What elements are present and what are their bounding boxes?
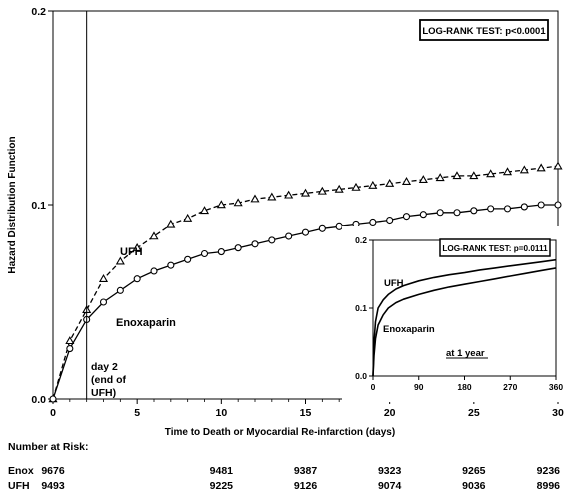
enoxaparin-point — [453, 209, 461, 217]
inset-x-tick-label: 90 — [414, 382, 424, 392]
ufh-point — [418, 175, 428, 184]
inset-x-tick-label: 0 — [371, 382, 376, 392]
y-tick-label: 0.2 — [31, 6, 46, 18]
enoxaparin-point — [167, 261, 175, 269]
inset-series-line-enoxaparin — [372, 267, 557, 377]
enoxaparin-point — [520, 203, 528, 211]
series-label-enoxaparin: Enoxaparin — [116, 317, 176, 329]
enoxaparin-point — [99, 298, 108, 306]
enoxaparin-point — [301, 228, 310, 236]
x-tick-label: 0 — [50, 407, 56, 419]
enoxaparin-point — [150, 267, 158, 275]
ufh-point — [183, 213, 193, 222]
ufh-point — [115, 256, 125, 265]
enoxaparin-point — [419, 211, 427, 219]
ufh-point — [267, 192, 277, 201]
enoxaparin-point — [335, 222, 343, 230]
inset-label-ufh: UFH — [384, 278, 404, 289]
enoxaparin-point — [386, 216, 394, 225]
inset-series — [372, 258, 557, 377]
inset-label-enoxaparin: Enoxaparin — [383, 324, 435, 335]
enoxaparin-point — [487, 205, 495, 213]
ufh-point — [452, 171, 462, 180]
inset-logrank-text: LOG-RANK TEST: p=0.0111 — [442, 244, 548, 253]
ufh-point — [553, 161, 563, 170]
x-axis-label: Time to Death or Myocardial Re-infarctio… — [165, 427, 395, 438]
inset-y-tick-label: 0.0 — [355, 371, 367, 381]
annotation-ufh: UFH) — [91, 387, 116, 399]
ufh-point — [317, 186, 327, 195]
ufh-point — [469, 171, 479, 180]
inset-y-tick-label: 0.1 — [355, 303, 367, 313]
y-tick-label: 0.0 — [31, 394, 46, 406]
ufh-point — [300, 188, 311, 197]
inset-chart: 0 90 180 270 360 0.0 0.1 0.2 LOG-RANK TEST: p=0… — [342, 226, 566, 402]
enoxaparin-point — [133, 275, 141, 283]
enoxaparin-point — [66, 345, 74, 353]
x-tick-label: 10 — [215, 407, 227, 419]
inset-caption: at 1 year — [446, 348, 485, 359]
day2-annotation: day 2 (end of UFH) — [91, 361, 126, 399]
enoxaparin-point — [402, 213, 411, 221]
ufh-point — [435, 173, 445, 182]
enoxaparin-point — [116, 286, 124, 294]
logrank-text: LOG-RANK TEST: p<0.0001 — [422, 26, 546, 37]
ufh-point — [284, 190, 294, 199]
inset-x-tick-label: 270 — [503, 382, 517, 392]
annotation-day2: day 2 — [91, 361, 118, 373]
x-tick-label: 25 — [468, 407, 480, 419]
enoxaparin-point — [200, 249, 209, 258]
inset-ticks: 0 90 180 270 360 0.0 0.1 0.2 — [355, 235, 563, 392]
x-tick-label: 5 — [134, 407, 140, 419]
enoxaparin-point — [268, 236, 276, 244]
ufh-point — [401, 177, 412, 185]
ufh-point — [65, 336, 75, 345]
inset-logrank-box: LOG-RANK TEST: p=0.0111 — [439, 238, 551, 257]
ufh-point — [486, 169, 496, 178]
enoxaparin-point — [470, 207, 478, 215]
annotation-end-of: (end of — [91, 374, 126, 386]
ufh-point — [368, 180, 378, 189]
enoxaparin-point — [537, 201, 545, 209]
inset-x-tick-label: 180 — [457, 382, 471, 392]
ufh-point — [149, 231, 159, 240]
main-series — [48, 161, 563, 403]
x-tick-label: 30 — [552, 407, 564, 419]
enoxaparin-point — [554, 201, 562, 209]
ufh-point — [166, 219, 176, 228]
enoxaparin-point — [184, 255, 192, 263]
ufh-point — [233, 198, 243, 207]
inset-series-line-ufh — [372, 258, 557, 377]
ufh-point — [502, 167, 513, 176]
ufh-point — [385, 178, 395, 187]
enoxaparin-point — [436, 209, 444, 217]
ufh-point — [216, 200, 226, 209]
enoxaparin-point — [503, 205, 512, 213]
ufh-point — [98, 274, 109, 282]
x-tick-label: 15 — [300, 407, 312, 419]
enoxaparin-point — [369, 218, 377, 227]
enoxaparin-point — [49, 395, 57, 403]
series-label-ufh: UFH — [120, 246, 143, 258]
x-tick-label: 20 — [384, 407, 396, 419]
ufh-point — [132, 242, 142, 251]
ufh-point — [536, 163, 546, 172]
ufh-point — [351, 182, 361, 191]
inset-x-tick-label: 360 — [549, 382, 563, 392]
enoxaparin-point — [318, 224, 326, 232]
main-ticks: 0 5 10 15 20 25 30 0.0 0.1 0.2 — [31, 6, 564, 419]
ufh-point — [250, 194, 260, 203]
ufh-point — [199, 206, 210, 215]
y-axis-label: Hazard Distribution Function — [7, 136, 18, 273]
enoxaparin-point — [234, 244, 242, 252]
enoxaparin-point — [251, 240, 259, 248]
enoxaparin-point — [217, 248, 225, 256]
y-tick-label: 0.1 — [31, 200, 46, 212]
logrank-box: LOG-RANK TEST: p<0.0001 — [419, 19, 549, 41]
inset-y-tick-label: 0.2 — [355, 235, 367, 245]
ufh-point — [519, 165, 529, 174]
enoxaparin-point — [285, 232, 293, 240]
ufh-point — [334, 184, 344, 193]
